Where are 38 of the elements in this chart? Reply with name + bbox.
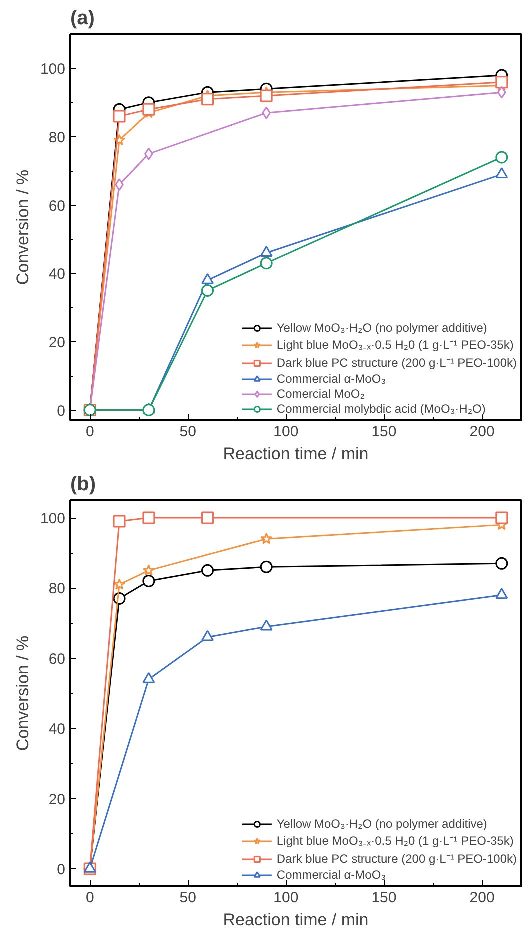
legend-label: Light blue MoO₃₋ₓ·0.5 H₂0 (1 g·L⁻¹ PEO-35k) xyxy=(276,833,514,849)
legend-label: Commercial molybdic acid (MoO₃·H₂O) xyxy=(276,402,486,416)
y-tick-label: 40 xyxy=(48,721,66,738)
y-tick-label: 80 xyxy=(48,580,66,598)
x-tick-label: 50 xyxy=(180,424,196,440)
y-tick-label: 80 xyxy=(48,129,66,146)
x-tick-label: 100 xyxy=(274,890,299,906)
legend-label: Yellow MoO₃·H₂O (no polymer additive) xyxy=(276,321,488,335)
x-tick-label: 150 xyxy=(372,890,397,906)
legend-label: Yellow MoO₃·H₂O (no polymer additive) xyxy=(276,817,488,831)
x-axis-title: Reaction time / min xyxy=(223,444,369,464)
y-tick-label: 60 xyxy=(48,198,66,215)
legend-label: Commercial α-MoO₃ xyxy=(276,868,386,882)
legend-label: Commercial α-MoO₃ xyxy=(276,372,386,386)
y-axis-title: Conversion / % xyxy=(13,170,32,286)
x-tick-label: 50 xyxy=(180,890,196,906)
legend-label: Dark blue PC structure (200 g·L⁻¹ PEO-100k) xyxy=(276,355,517,371)
y-tick-label: 40 xyxy=(48,266,66,284)
y-tick-label: 20 xyxy=(48,791,66,808)
legend-label: Comercial MoO₂ xyxy=(276,387,365,401)
x-axis-title: Reaction time / min xyxy=(223,910,369,930)
legend-label: Dark blue PC structure (200 g·L⁻¹ PEO-100k) xyxy=(276,851,517,867)
y-axis-title: Conversion / % xyxy=(13,636,32,752)
y-tick-label: 0 xyxy=(57,402,66,420)
legend-label: Light blue MoO₃₋ₓ·0.5 H₂0 (1 g·L⁻¹ PEO-35k) xyxy=(276,337,514,353)
x-tick-label: 100 xyxy=(274,424,299,440)
y-tick-label: 0 xyxy=(57,861,66,878)
x-tick-label: 0 xyxy=(86,424,94,440)
y-tick-label: 100 xyxy=(40,61,66,78)
chart-title: (b) xyxy=(70,474,96,496)
x-tick-label: 150 xyxy=(372,424,397,440)
x-tick-label: 0 xyxy=(86,890,94,906)
y-tick-label: 20 xyxy=(48,334,66,352)
chart-title: (a) xyxy=(70,8,95,30)
y-tick-label: 100 xyxy=(40,510,66,528)
x-tick-label: 200 xyxy=(470,890,495,906)
y-tick-label: 60 xyxy=(48,650,66,668)
x-tick-label: 200 xyxy=(470,424,495,440)
